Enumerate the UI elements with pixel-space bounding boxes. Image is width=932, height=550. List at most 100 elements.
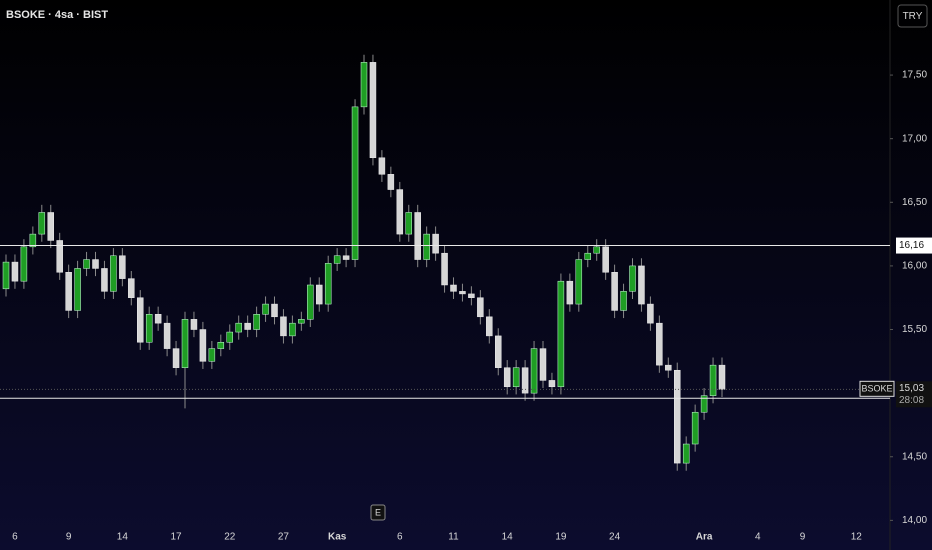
candle-body — [145, 314, 153, 343]
candle-body — [342, 255, 350, 260]
x-tick-label: 14 — [117, 532, 129, 543]
x-tick-label: 17 — [170, 532, 182, 543]
x-tick-label: 11 — [448, 532, 459, 543]
candle-body — [629, 265, 636, 292]
candle-body — [539, 348, 547, 381]
candle-body — [584, 252, 591, 260]
candle-body — [280, 316, 287, 337]
x-tick-label: Kas — [328, 532, 347, 543]
candle-body — [369, 62, 377, 159]
candle-body — [691, 411, 699, 445]
candle-body — [199, 329, 207, 362]
candle-body — [468, 293, 475, 298]
candle-body — [208, 348, 216, 362]
candle-body — [441, 252, 448, 286]
candle-body — [92, 259, 99, 269]
symbol-box — [859, 380, 895, 397]
candle-body — [253, 314, 260, 330]
candle-body — [351, 106, 359, 260]
candle-body — [405, 212, 412, 235]
candle-body — [566, 280, 574, 305]
candle-body — [557, 280, 565, 388]
x-tick-label: 24 — [609, 532, 621, 543]
candle-body — [154, 314, 162, 324]
event-marker[interactable]: E — [375, 507, 381, 517]
candle-body — [307, 284, 314, 320]
last-price-box — [896, 381, 932, 408]
candle-body — [486, 316, 493, 337]
candle-body — [450, 284, 457, 292]
candle-body — [665, 364, 672, 371]
candle-body — [235, 322, 242, 333]
candle-body — [101, 268, 108, 292]
candle-body — [289, 322, 296, 337]
currency[interactable]: TRY — [903, 11, 923, 22]
y-tick-label: 16,50 — [902, 197, 927, 208]
chart-title: BSOKE · 4sa · BIST — [6, 9, 108, 21]
candle-body — [190, 319, 198, 330]
candle-body — [620, 291, 627, 311]
candle-body — [316, 284, 323, 305]
candle-body — [378, 157, 386, 175]
x-tick-label: Ara — [696, 532, 713, 543]
x-tick-label: 22 — [224, 532, 236, 543]
candle-body — [575, 259, 583, 305]
x-tick-label: 14 — [502, 532, 514, 543]
candle-body — [647, 303, 654, 324]
candle-body — [718, 364, 726, 390]
candle-body — [226, 331, 233, 343]
x-tick-label: 9 — [800, 532, 806, 543]
candle-body — [682, 443, 690, 464]
candle-body — [602, 246, 609, 273]
level-label: 16,16 — [899, 240, 924, 251]
candle-body — [47, 212, 54, 241]
candle-body — [38, 212, 46, 235]
candle-body — [593, 246, 600, 254]
candle-body — [11, 261, 19, 282]
candle-body — [298, 319, 305, 324]
x-tick-label: 27 — [278, 532, 290, 543]
candle-body — [110, 255, 117, 292]
candle-body — [83, 259, 90, 269]
y-tick-label: 15,50 — [902, 324, 927, 335]
candle-body — [262, 303, 269, 315]
candle-body — [137, 297, 144, 343]
x-tick-label: 9 — [66, 532, 72, 543]
candle-body — [360, 62, 368, 108]
candle-body — [74, 268, 81, 311]
event-box[interactable] — [370, 504, 386, 521]
candle-body — [333, 255, 341, 264]
candle-body — [521, 367, 529, 394]
candle-body — [530, 348, 538, 394]
candle-body — [65, 272, 72, 311]
x-tick-label: 6 — [12, 532, 18, 543]
candle-body — [244, 322, 251, 330]
candle-body — [656, 322, 663, 366]
x-tick-label: 19 — [555, 532, 567, 543]
candle-body — [324, 263, 332, 305]
candle-body — [56, 240, 63, 273]
y-tick-label: 16,00 — [902, 261, 927, 272]
candle-body — [387, 174, 395, 190]
candle-body — [700, 395, 708, 413]
candle-body — [271, 303, 278, 318]
candle-body — [2, 261, 10, 290]
candle-body — [477, 297, 484, 318]
x-tick-label: 4 — [755, 532, 761, 543]
candle-body — [396, 189, 404, 235]
candle-body — [217, 341, 225, 349]
candle-body — [414, 212, 421, 260]
y-tick-label: 17,50 — [902, 70, 927, 81]
candle-body — [128, 278, 135, 298]
candle-body — [20, 246, 28, 282]
candle-body — [29, 233, 37, 248]
x-tick-label: 6 — [397, 532, 403, 543]
level-label-box — [896, 237, 932, 254]
last-price-label: 15,03 — [899, 383, 924, 394]
y-tick-label: 14,50 — [902, 451, 927, 462]
currency-box[interactable] — [897, 4, 928, 28]
candle-body — [638, 265, 645, 305]
candle-body — [119, 255, 126, 279]
